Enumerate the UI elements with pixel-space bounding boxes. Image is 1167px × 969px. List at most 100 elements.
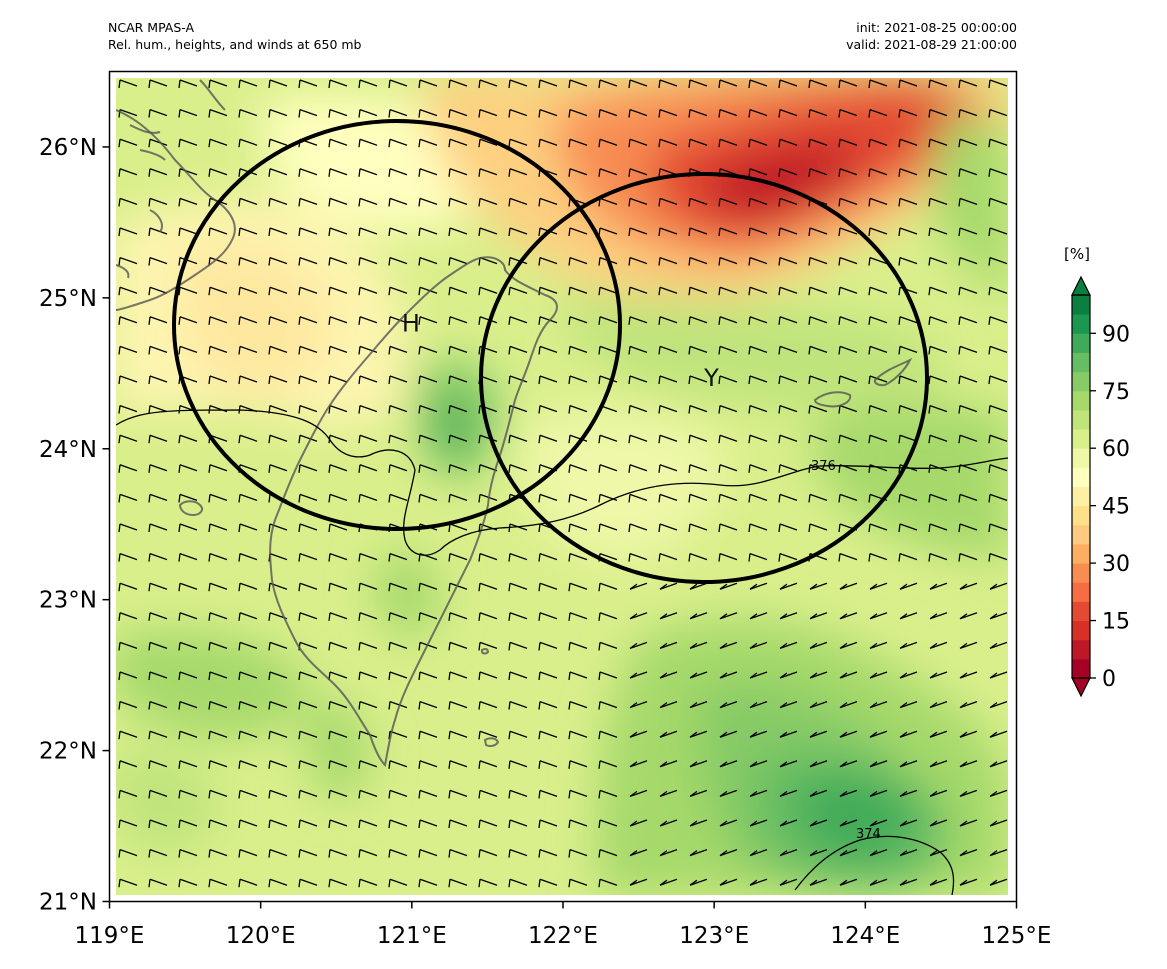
wind-barb xyxy=(148,789,168,799)
wind-barb xyxy=(899,760,918,768)
wind-barb xyxy=(238,286,258,296)
wind-barb xyxy=(778,227,798,237)
wind-barb xyxy=(778,493,798,503)
wind-barb xyxy=(178,493,198,503)
wind-barb xyxy=(719,671,738,679)
wind-barb xyxy=(568,878,588,888)
wind-barb xyxy=(418,730,438,740)
wind-barb xyxy=(358,700,378,710)
wind-barb xyxy=(478,138,498,148)
wind-barb xyxy=(808,375,828,385)
ryukyu-islands xyxy=(813,357,913,408)
wind-barb xyxy=(448,286,468,296)
wind-barb xyxy=(148,671,168,681)
wind-barb xyxy=(358,345,378,355)
wind-barb xyxy=(148,286,168,296)
wind-barb xyxy=(268,760,288,769)
china-islands xyxy=(116,79,226,279)
lon-tick-label: 124°E xyxy=(830,923,900,949)
wind-barb xyxy=(748,375,768,385)
wind-barb xyxy=(148,256,168,266)
wind-barb xyxy=(779,789,798,798)
wind-barb xyxy=(958,168,978,177)
wind-barb xyxy=(448,197,468,207)
wind-barb xyxy=(508,434,528,444)
wind-barb xyxy=(749,700,768,709)
wind-barb xyxy=(659,848,678,857)
wind-barb xyxy=(178,582,198,592)
wind-barb xyxy=(298,819,318,829)
wind-barb xyxy=(989,819,1008,827)
wind-barb xyxy=(928,523,948,533)
colorbar-swatch xyxy=(1072,429,1090,449)
wind-barb xyxy=(779,878,798,886)
wind-barb xyxy=(808,434,828,444)
wind-barb xyxy=(358,286,378,296)
wind-barb xyxy=(988,404,1008,414)
wind-barb xyxy=(748,434,768,444)
wind-barb xyxy=(388,671,408,681)
wind-barb xyxy=(989,848,1008,857)
wind-barb xyxy=(178,878,198,888)
wind-barb xyxy=(988,523,1008,533)
wind-barb xyxy=(688,552,708,562)
wind-barb xyxy=(448,256,468,266)
wind-barb xyxy=(748,108,768,118)
wind-barb xyxy=(298,168,318,177)
wind-barb xyxy=(869,700,888,709)
wind-barb xyxy=(959,789,978,798)
wind-barb xyxy=(568,641,588,651)
wind-barb xyxy=(779,819,798,827)
wind-barb xyxy=(178,197,198,207)
wind-barb xyxy=(358,612,378,621)
wind-barb xyxy=(118,582,138,592)
wind-barb xyxy=(448,671,468,681)
wind-barb xyxy=(448,582,468,592)
wind-barb xyxy=(538,641,558,651)
wind-barb xyxy=(148,197,168,207)
wind-barb xyxy=(959,582,978,590)
wind-barb xyxy=(388,375,408,385)
wind-barb xyxy=(808,138,828,148)
wind-barb xyxy=(208,552,228,562)
wind-barb xyxy=(538,819,558,829)
wind-barb xyxy=(749,641,768,650)
wind-barb xyxy=(388,138,408,148)
wind-barb xyxy=(839,848,858,857)
wind-barb xyxy=(418,345,438,355)
wind-barb xyxy=(598,878,618,888)
wind-barb xyxy=(328,819,348,829)
wind-barb xyxy=(478,464,498,473)
wind-barb xyxy=(478,582,498,592)
wind-barb xyxy=(478,671,498,681)
wind-barb xyxy=(809,582,828,590)
wind-barb xyxy=(988,168,1008,177)
wind-barb xyxy=(658,345,678,355)
wind-barb xyxy=(989,612,1008,620)
wind-barb xyxy=(598,493,618,503)
wind-barb xyxy=(688,108,708,118)
wind-barb xyxy=(508,582,528,592)
wind-barb xyxy=(118,256,138,266)
wind-barb xyxy=(298,316,318,325)
wind-barb xyxy=(959,760,978,768)
wind-barb xyxy=(148,819,168,829)
wind-barb xyxy=(869,612,888,620)
wind-barb xyxy=(659,582,678,590)
wind-barb xyxy=(598,730,618,740)
wind-barb xyxy=(298,730,318,740)
wind-barb xyxy=(899,700,918,709)
wind-barb xyxy=(178,848,198,858)
wind-barb xyxy=(749,671,768,679)
wind-barb xyxy=(418,108,438,118)
wind-barb xyxy=(628,434,648,444)
wind-barb xyxy=(958,138,978,148)
contour-label-374: 374 xyxy=(856,827,881,842)
circle-Y xyxy=(479,172,929,584)
wind-barb xyxy=(868,168,888,177)
wind-barb xyxy=(958,375,978,385)
wind-barb xyxy=(689,878,708,886)
wind-barb xyxy=(958,256,978,266)
valid-time: valid: 2021-08-29 21:00:00 xyxy=(846,37,1017,52)
wind-barb xyxy=(148,168,168,177)
